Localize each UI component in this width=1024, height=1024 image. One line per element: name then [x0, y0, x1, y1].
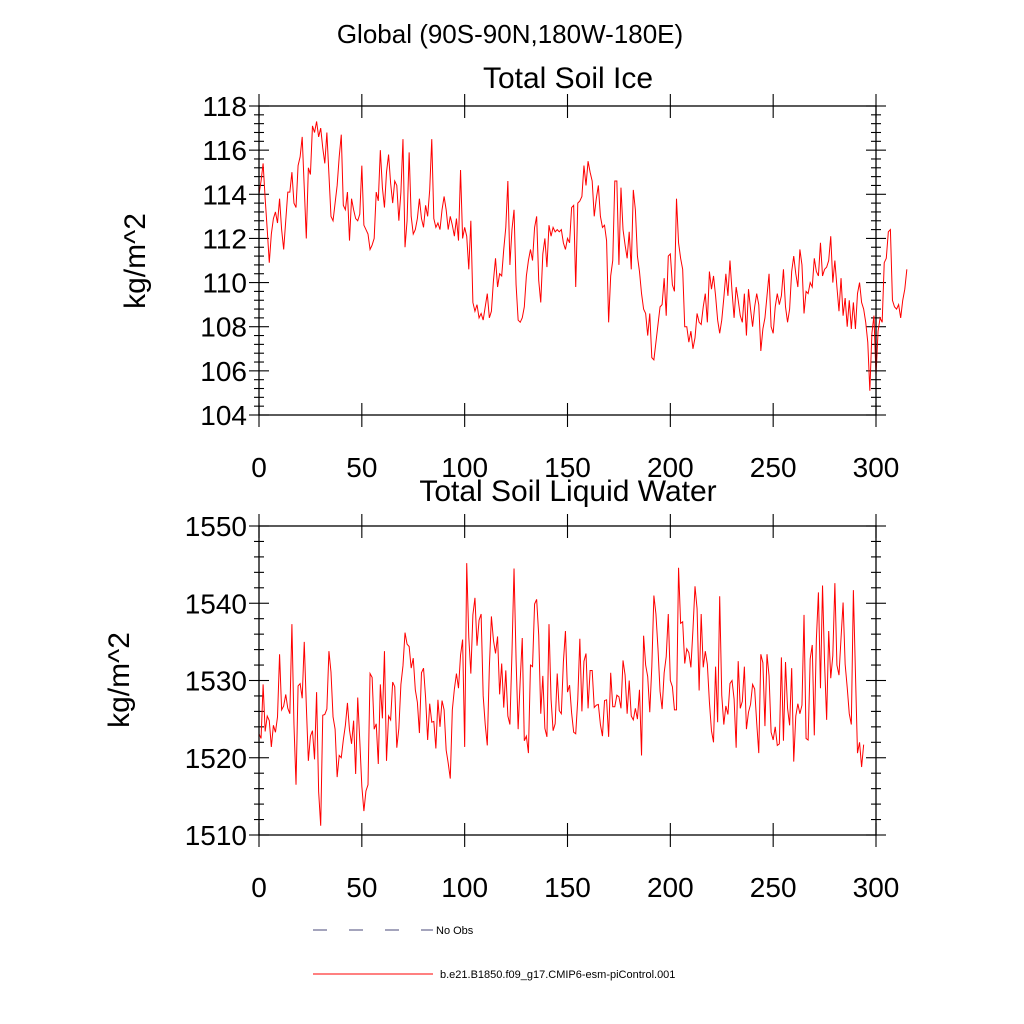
x-tick-label: 300 — [853, 872, 900, 903]
x-tick-label: 50 — [346, 452, 377, 483]
y-tick-label: 1510 — [185, 820, 247, 851]
x-tick-label: 0 — [251, 452, 267, 483]
legend-entry-no-obs: No Obs — [313, 925, 474, 937]
x-tick-label: 100 — [441, 872, 488, 903]
y-tick-label: 114 — [202, 179, 247, 210]
y-axis-label: kg/m^2 — [119, 213, 152, 309]
panel-title: Total Soil Liquid Water — [419, 475, 716, 508]
y-tick-label: 116 — [202, 135, 247, 166]
y-tick-label: 110 — [202, 268, 247, 299]
x-tick-label: 250 — [750, 872, 797, 903]
series-line-esm-picontrol — [258, 121, 908, 391]
y-tick-label: 106 — [200, 356, 247, 387]
y-tick-labels: 1510 1520 1530 1540 1550 — [185, 511, 247, 851]
axis-ticks — [249, 514, 886, 847]
legend-label-model: b.e21.B1850.f09_g17.CMIP6-esm-piControl.… — [440, 969, 675, 981]
legend: No Obs b.e21.B1850.f09_g17.CMIP6-esm-piC… — [313, 925, 675, 981]
y-tick-label: 1540 — [185, 588, 247, 619]
y-tick-label: 104 — [200, 400, 247, 431]
plot-frame — [258, 105, 877, 416]
x-tick-label: 0 — [251, 872, 267, 903]
x-tick-label: 200 — [647, 872, 694, 903]
axis-ticks — [249, 94, 886, 427]
legend-entry-model: b.e21.B1850.f09_g17.CMIP6-esm-piControl.… — [313, 969, 675, 981]
x-tick-label: 50 — [346, 872, 377, 903]
panel-total-soil-liquid-water: Total Soil Liquid Water kg/m^2 0 50 100 150… — [103, 475, 899, 903]
y-axis-label: kg/m^2 — [103, 632, 136, 728]
x-tick-label: 150 — [544, 452, 591, 483]
y-tick-label: 1530 — [185, 666, 247, 697]
y-tick-label: 118 — [202, 91, 247, 122]
x-tick-label: 200 — [647, 452, 694, 483]
panel-title: Total Soil Ice — [483, 62, 653, 95]
x-tick-label: 250 — [750, 452, 797, 483]
y-tick-label: 1550 — [185, 511, 247, 542]
x-tick-label: 300 — [853, 452, 900, 483]
x-tick-label: 150 — [544, 872, 591, 903]
x-tick-labels: 0 50 100 150 200 250 300 — [251, 872, 899, 903]
x-tick-label: 100 — [441, 452, 488, 483]
series-line-esm-picontrol — [258, 563, 865, 826]
y-tick-label: 108 — [200, 312, 247, 343]
y-tick-labels: 104 106 108 110 112 114 116 118 — [200, 91, 247, 431]
panel-total-soil-ice: Total Soil Ice kg/m^2 0 50 100 150 200 250 300… — [119, 62, 908, 483]
y-tick-label: 112 — [202, 223, 247, 254]
y-tick-label: 1520 — [185, 743, 247, 774]
figure-suptitle: Global (90S-90N,180W-180E) — [337, 19, 683, 49]
plot-frame — [258, 525, 877, 836]
legend-label-no-obs: No Obs — [436, 925, 474, 937]
x-tick-labels: 0 50 100 150 200 250 300 — [251, 452, 899, 483]
